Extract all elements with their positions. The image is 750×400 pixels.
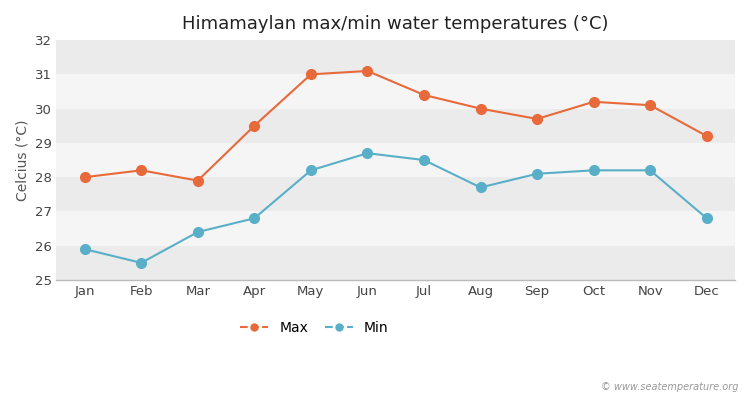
Bar (56, 212, 735, 246)
Min (80, 247, 89, 252)
Max (476, 106, 485, 111)
Legend: Max, Min: Max, Min (235, 316, 394, 341)
Min (250, 216, 259, 221)
Min (194, 230, 202, 234)
Min (419, 158, 428, 162)
Min (307, 168, 316, 173)
Min (590, 168, 598, 173)
Bar (56, 143, 735, 177)
Max (363, 68, 372, 73)
Max (646, 103, 655, 108)
Max (419, 92, 428, 97)
Bar (56, 246, 735, 280)
Bar (56, 40, 735, 74)
Min (363, 151, 372, 156)
Min (646, 168, 655, 173)
Min (136, 260, 146, 265)
Y-axis label: Celcius (°C): Celcius (°C) (15, 119, 29, 201)
Max (250, 123, 259, 128)
Max (702, 134, 711, 138)
Max (532, 116, 542, 121)
Line: Min: Min (80, 148, 712, 268)
Bar (56, 177, 735, 212)
Max (136, 168, 146, 173)
Text: © www.seatemperature.org: © www.seatemperature.org (602, 382, 739, 392)
Min (532, 171, 542, 176)
Max (194, 178, 202, 183)
Min (702, 216, 711, 221)
Max (80, 175, 89, 180)
Bar (56, 74, 735, 109)
Bar (56, 109, 735, 143)
Line: Max: Max (80, 66, 712, 186)
Min (476, 185, 485, 190)
Title: Himamaylan max/min water temperatures (°C): Himamaylan max/min water temperatures (°… (182, 15, 609, 33)
Max (307, 72, 316, 77)
Max (590, 99, 598, 104)
